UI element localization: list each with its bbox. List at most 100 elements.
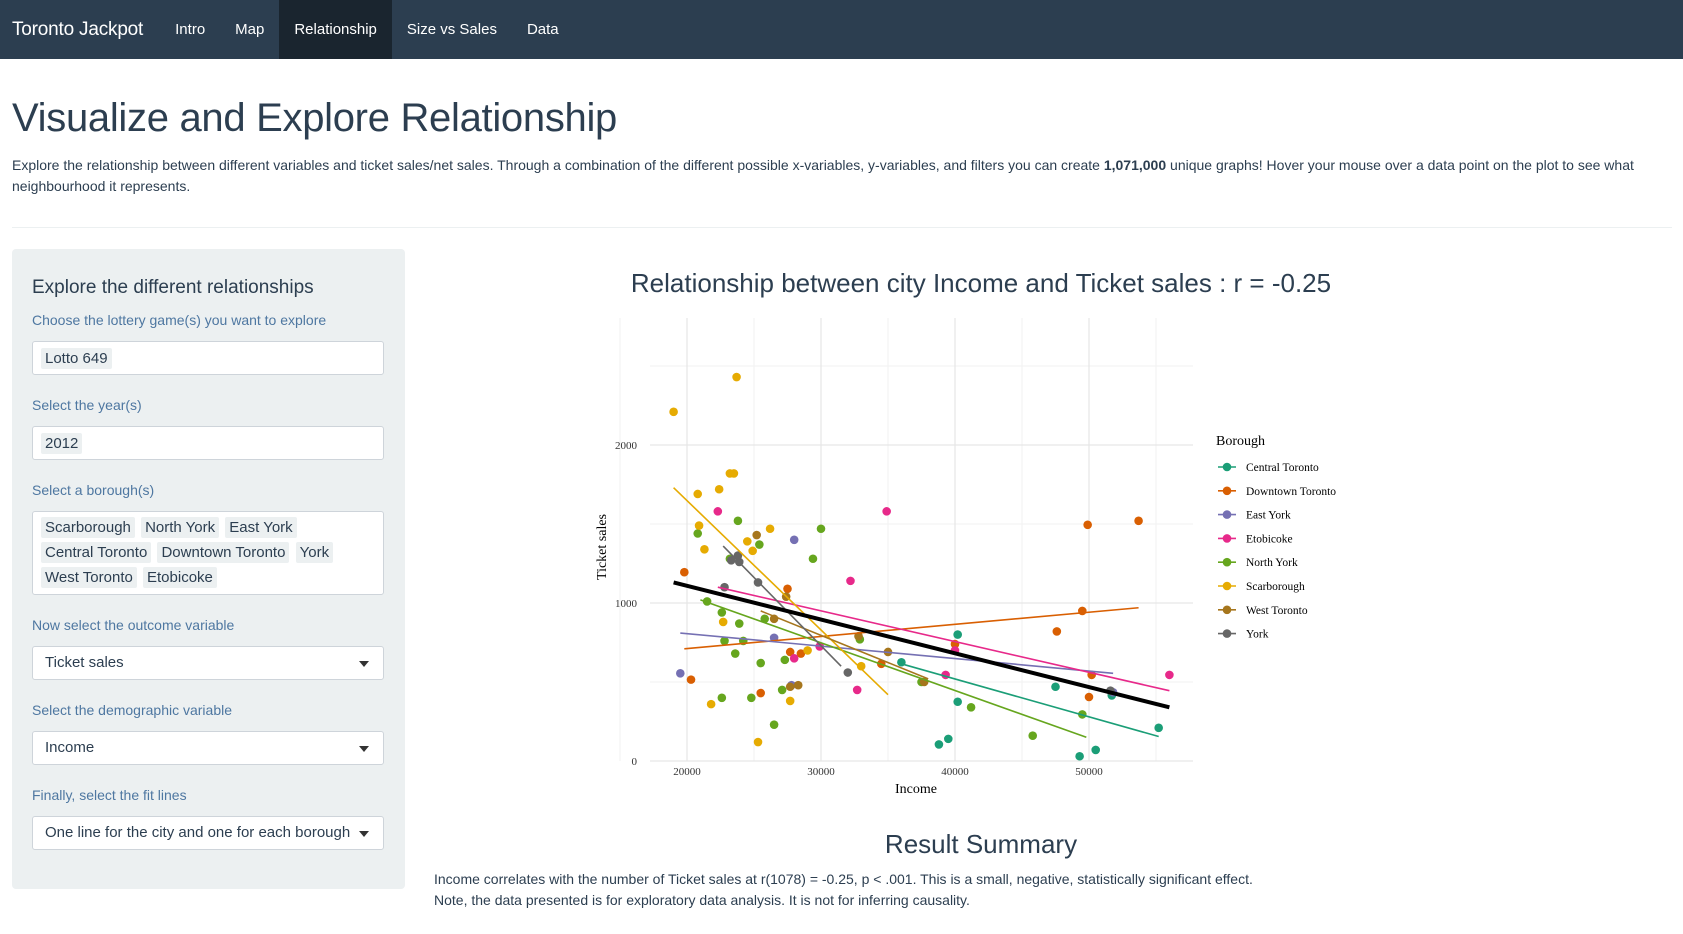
data-point [676, 669, 685, 678]
borough-tag-west-toronto[interactable]: West Toronto [41, 567, 137, 588]
borough-multiselect[interactable]: Scarborough North York East York Central… [32, 511, 384, 595]
page-title: Visualize and Explore Relationship [12, 96, 617, 140]
plot-grid [619, 318, 1193, 762]
legend-label: Central Toronto [1246, 462, 1319, 474]
data-point [1083, 520, 1092, 530]
data-point [1075, 751, 1084, 761]
nav-tab-size-vs-sales[interactable]: Size vs Sales [406, 21, 497, 38]
borough-fit-line [680, 632, 1114, 675]
data-point [706, 699, 716, 709]
fit-lines [673, 487, 1170, 739]
selected-year-tag[interactable]: 2012 [41, 433, 83, 454]
data-point [785, 682, 795, 692]
nav-tab-relationship[interactable]: Relationship [279, 0, 392, 59]
selected-game-tag[interactable]: Lotto 649 [41, 348, 112, 369]
data-point [747, 693, 756, 703]
data-point [760, 614, 770, 624]
city-fit-line [673, 580, 1170, 710]
x-tick-label: 50000 [1075, 766, 1103, 778]
borough-tag-scarborough[interactable]: Scarborough [41, 517, 135, 538]
data-point [693, 529, 703, 538]
x-axis-title: Income [895, 782, 937, 797]
borough-fit-line [722, 545, 842, 667]
intro-graph-count: 1,071,000 [1103, 157, 1167, 173]
y-tick-label: 0 [632, 756, 638, 768]
chart-title: Relationship between city Income and Tic… [630, 268, 1332, 298]
data-point [1051, 682, 1060, 692]
chevron-down-icon [359, 831, 369, 837]
game-select-label: Choose the lottery game(s) you want to e… [32, 312, 327, 328]
data-point [852, 685, 862, 695]
data-point [669, 407, 678, 417]
data-point [693, 489, 703, 499]
data-point [732, 372, 741, 382]
borough-tag-downtown-toronto[interactable]: Downtown Toronto [157, 542, 290, 563]
sidebar-title: Explore the different relationships [32, 277, 314, 298]
data-point [765, 524, 775, 534]
data-point [934, 740, 944, 749]
data-point [717, 693, 727, 703]
data-point [953, 697, 962, 707]
fit-lines-select-label: Finally, select the fit lines [32, 787, 187, 803]
data-point [756, 658, 765, 668]
borough-fit-line [684, 606, 1139, 650]
data-point [713, 507, 723, 516]
borough-fit-line [717, 586, 1170, 692]
data-point [808, 554, 818, 564]
data-point [1154, 723, 1163, 733]
borough-tag-york[interactable]: York [295, 542, 334, 563]
borough-tag-north-york[interactable]: North York [141, 517, 220, 538]
data-point [748, 546, 757, 556]
legend-key-dot [1222, 462, 1232, 472]
x-tick-label: 40000 [941, 766, 969, 778]
summary-line-1: Income correlates with the number of Tic… [434, 871, 1253, 887]
y-axis-title: Ticket sales [595, 514, 610, 580]
data-point [1084, 692, 1094, 702]
borough-tag-etobicoke[interactable]: Etobicoke [143, 567, 217, 588]
data-point [856, 661, 866, 671]
data-point [730, 649, 740, 658]
result-summary-text: Income correlates with the number of Tic… [434, 869, 1253, 911]
legend-key-dot [1222, 486, 1232, 496]
legend-label: East York [1246, 510, 1291, 522]
data-point [785, 696, 795, 706]
data-point [734, 619, 744, 628]
borough-fit-line [673, 487, 889, 696]
nav-tab-intro[interactable]: Intro [175, 21, 206, 38]
data-point [882, 507, 891, 516]
nav-tab-data[interactable]: Data [526, 21, 559, 38]
chevron-down-icon [359, 661, 369, 667]
intro-text-start: Explore the relationship between differe… [12, 157, 1104, 173]
data-point [753, 737, 763, 747]
nav-tab-map[interactable]: Map [235, 21, 265, 38]
outcome-select-value: Ticket sales [45, 654, 124, 671]
chevron-down-icon [359, 746, 369, 752]
borough-tag-east-york[interactable]: East York [225, 517, 297, 538]
data-point [718, 617, 728, 627]
game-multiselect[interactable]: Lotto 649 [32, 341, 384, 375]
data-point [944, 734, 953, 744]
summary-line-2: Note, the data presented is for explorat… [434, 892, 970, 908]
data-point [1078, 606, 1087, 616]
legend-key-dot [1222, 557, 1232, 567]
legend-title: Borough [1216, 434, 1265, 449]
fit-lines-select[interactable]: One line for the city and one for each b… [32, 816, 384, 850]
legend-key-dot [1222, 629, 1232, 638]
data-point [700, 544, 709, 554]
year-multiselect[interactable]: 2012 [32, 426, 384, 460]
data-point [686, 675, 696, 684]
borough-select-label: Select a borough(s) [32, 482, 155, 498]
borough-tag-central-toronto[interactable]: Central Toronto [41, 542, 152, 563]
outcome-select-label: Now select the outcome variable [32, 617, 235, 633]
legend-key-dot [1222, 534, 1232, 543]
data-point [789, 535, 799, 545]
data-point [714, 484, 724, 494]
brand-link[interactable]: Toronto Jackpot [12, 18, 144, 40]
data-point [1028, 731, 1038, 741]
controls-sidebar: Explore the different relationships Choo… [12, 249, 405, 889]
demographic-select[interactable]: Income [32, 731, 384, 765]
outcome-select[interactable]: Ticket sales [32, 646, 384, 680]
data-point [1091, 745, 1100, 755]
borough-fit-line [760, 610, 929, 680]
x-tick-label: 20000 [673, 766, 701, 778]
